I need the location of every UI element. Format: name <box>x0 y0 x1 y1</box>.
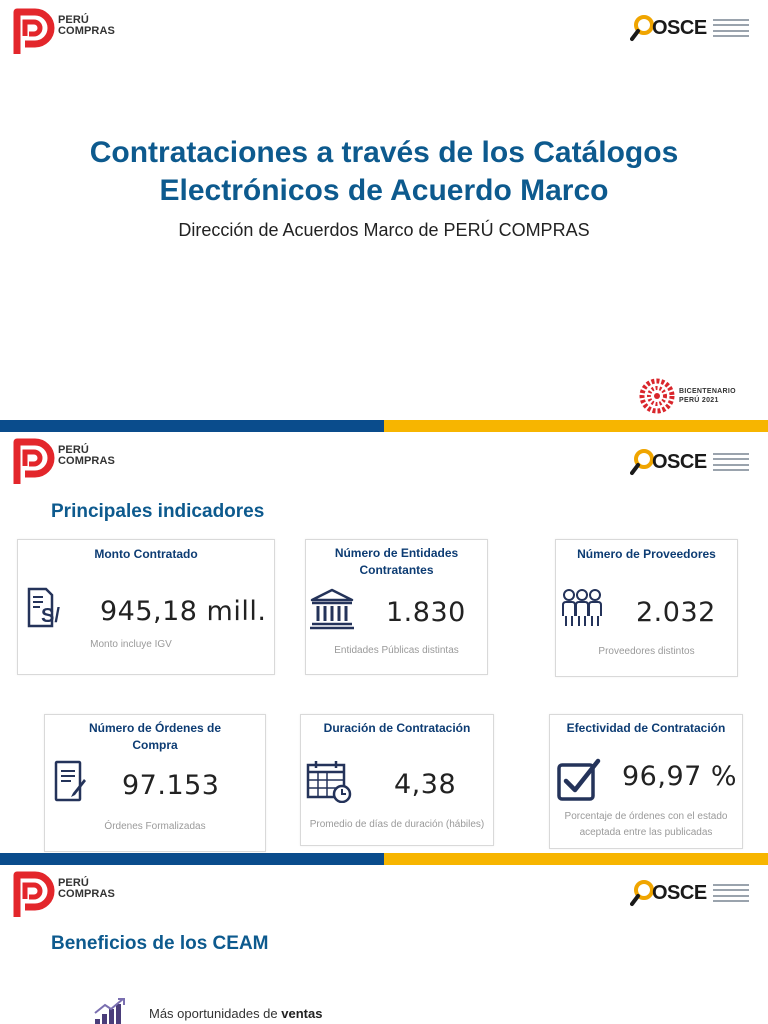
bicentenario-line2: PERÚ 2021 <box>679 397 719 404</box>
checkbox-icon <box>557 758 601 801</box>
osce-wordmark: OSCE <box>652 881 707 904</box>
bicentenario-emblem-icon <box>639 378 675 414</box>
card-note: Entidades Públicas distintas <box>334 645 459 656</box>
card-note-line2: aceptada entre las publicadas <box>579 827 713 838</box>
peru-compras-mark-icon <box>13 438 55 484</box>
card-title-line1: Número de Órdenes de <box>88 721 222 735</box>
card-title: Monto Contratado <box>94 547 198 561</box>
peru-compras-logo: PERÚ COMPRAS <box>13 869 115 919</box>
card-title-line2: Compra <box>132 738 178 752</box>
card-note: Porcentaje de órdenes con el estado acep… <box>550 809 742 841</box>
peru-compras-line1: PERÚ <box>58 877 89 889</box>
card-note-line1: Porcentaje de órdenes con el estado <box>564 811 728 822</box>
peru-compras-logo: PERÚ COMPRAS <box>13 6 115 56</box>
slide-title: PERÚ COMPRAS OSCE Contrataciones a travé… <box>0 0 768 420</box>
magnifier-icon <box>630 880 654 906</box>
money-document-icon: S/ <box>27 587 60 628</box>
osce-wordmark: OSCE <box>652 16 707 39</box>
title-line1: Contrataciones a través de los Catálogos <box>89 136 679 169</box>
page-title: Contrataciones a través de los Catálogos… <box>0 134 768 210</box>
peru-compras-wordmark: PERÚ COMPRAS <box>58 15 115 37</box>
indicator-card-ordenes: Número de Órdenes de Compra 97.153 Órden… <box>44 714 266 852</box>
indicator-card-monto: Monto Contratado S/ 945,18 mill. Monto i… <box>17 539 275 675</box>
card-title: Número de Órdenes de Compra <box>45 720 265 754</box>
indicator-card-proveedores: Número de Proveedores 2.032 Proveedores … <box>555 539 738 677</box>
card-note: Monto incluye IGV <box>90 639 172 650</box>
osce-logo: OSCE <box>630 448 749 476</box>
card-value: 1.830 <box>386 597 466 628</box>
card-note: Proveedores distintos <box>598 646 695 657</box>
people-group-icon <box>562 589 602 626</box>
benefit-prefix: Más oportunidades de <box>149 1005 282 1021</box>
card-title-line2: Contratantes <box>359 563 434 577</box>
osce-logo: OSCE <box>630 879 749 907</box>
peru-compras-line1: PERÚ <box>58 444 89 456</box>
peru-compras-logo: PERÚ COMPRAS <box>13 436 115 486</box>
card-title-line1: Número de Entidades <box>334 546 459 560</box>
peru-compras-line2: COMPRAS <box>58 455 115 467</box>
card-note: Órdenes Formalizadas <box>104 821 206 832</box>
divider-stripe <box>0 420 768 432</box>
peru-compras-mark-icon <box>13 871 55 917</box>
svg-text:S/: S/ <box>41 605 60 627</box>
peru-compras-mark-icon <box>13 8 55 54</box>
bicentenario-logo: BICENTENARIO PERÚ 2021 <box>639 378 736 414</box>
peru-compras-line2: COMPRAS <box>58 25 115 37</box>
card-value: 945,18 mill. <box>100 596 267 627</box>
peru-compras-line2: COMPRAS <box>58 888 115 900</box>
peru-compras-wordmark: PERÚ COMPRAS <box>58 878 115 900</box>
card-value: 2.032 <box>636 597 716 628</box>
indicator-card-entidades: Número de Entidades Contratantes 1.830 E… <box>305 539 488 675</box>
osce-logo: OSCE <box>630 14 749 42</box>
card-value: 4,38 <box>394 769 457 800</box>
osce-subtext <box>712 453 749 471</box>
slide-indicators: PERÚ COMPRAS OSCE Principales indicadore… <box>0 432 768 853</box>
magnifier-icon <box>630 449 654 475</box>
card-title: Duración de Contratación <box>323 721 471 735</box>
card-title: Efectividad de Contratación <box>566 721 726 735</box>
peru-compras-wordmark: PERÚ COMPRAS <box>58 445 115 467</box>
order-form-icon <box>54 760 86 802</box>
card-note: Promedio de días de duración (hábiles) <box>309 819 485 830</box>
peru-compras-line1: PERÚ <box>58 14 89 26</box>
card-title: Número de Entidades Contratantes <box>306 545 487 579</box>
osce-wordmark: OSCE <box>652 450 707 473</box>
divider-stripe <box>0 853 768 865</box>
government-building-icon <box>310 588 354 630</box>
card-value: 96,97 % <box>622 761 738 792</box>
bicentenario-line1: BICENTENARIO <box>679 388 736 395</box>
indicator-card-efectividad: Efectividad de Contratación 96,97 % Porc… <box>549 714 743 849</box>
benefit-bold: ventas <box>281 1005 323 1021</box>
benefit-text: Más oportunidades de ventas <box>149 1006 322 1021</box>
growth-chart-icon <box>94 998 125 1024</box>
magnifier-icon <box>630 15 654 41</box>
indicator-card-duracion: Duración de Contratación 4,38 Promedio d… <box>300 714 494 846</box>
card-value: 97.153 <box>122 770 220 801</box>
title-line2: Electrónicos de Acuerdo Marco <box>159 174 609 207</box>
osce-subtext <box>712 884 749 902</box>
page-subtitle: Dirección de Acuerdos Marco de PERÚ COMP… <box>178 220 590 240</box>
section-heading: Beneficios de los CEAM <box>51 933 269 954</box>
card-title: Número de Proveedores <box>577 547 716 561</box>
slide-benefits: PERÚ COMPRAS OSCE Beneficios de los CEAM… <box>0 865 768 1024</box>
osce-subtext <box>712 19 749 37</box>
section-heading: Principales indicadores <box>51 501 265 522</box>
benefit-item: Más oportunidades de ventas <box>93 997 322 1024</box>
calendar-clock-icon <box>306 761 352 803</box>
